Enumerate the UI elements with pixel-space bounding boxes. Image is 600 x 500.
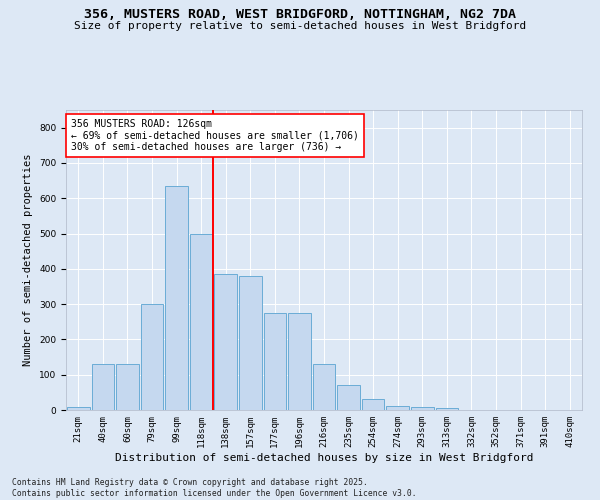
Bar	[214, 274, 237, 410]
Text: Size of property relative to semi-detached houses in West Bridgford: Size of property relative to semi-detach…	[74, 21, 526, 31]
Y-axis label: Number of semi-detached properties: Number of semi-detached properties	[23, 154, 34, 366]
Bar	[411, 407, 434, 410]
Bar	[92, 364, 114, 410]
Bar	[239, 276, 262, 410]
Bar	[362, 400, 385, 410]
Text: Contains HM Land Registry data © Crown copyright and database right 2025.
Contai: Contains HM Land Registry data © Crown c…	[12, 478, 416, 498]
Bar	[337, 386, 360, 410]
Bar	[263, 313, 286, 410]
Bar	[140, 304, 163, 410]
Bar	[288, 313, 311, 410]
X-axis label: Distribution of semi-detached houses by size in West Bridgford: Distribution of semi-detached houses by …	[115, 452, 533, 462]
Bar	[436, 408, 458, 410]
Bar	[116, 364, 139, 410]
Bar	[190, 234, 212, 410]
Bar	[313, 364, 335, 410]
Bar	[67, 407, 89, 410]
Bar	[165, 186, 188, 410]
Bar	[386, 406, 409, 410]
Text: 356, MUSTERS ROAD, WEST BRIDGFORD, NOTTINGHAM, NG2 7DA: 356, MUSTERS ROAD, WEST BRIDGFORD, NOTTI…	[84, 8, 516, 20]
Text: 356 MUSTERS ROAD: 126sqm
← 69% of semi-detached houses are smaller (1,706)
30% o: 356 MUSTERS ROAD: 126sqm ← 69% of semi-d…	[71, 119, 359, 152]
